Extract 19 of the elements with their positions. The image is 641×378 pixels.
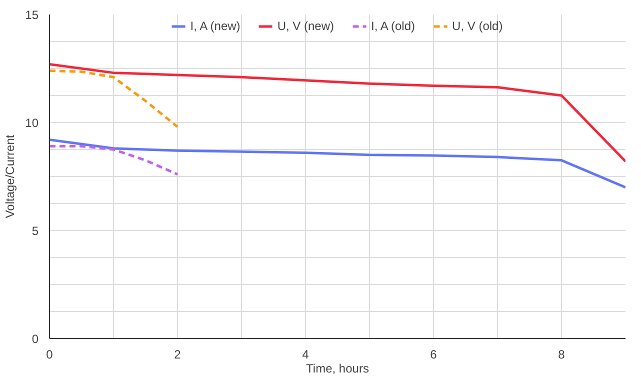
- legend-label: I, A (new): [190, 19, 240, 33]
- line-series: [50, 145, 179, 176]
- line-series: [50, 138, 626, 189]
- x-tick-label: 0: [46, 348, 54, 362]
- y-tick-label: 10: [25, 116, 39, 130]
- legend-label: U, V (new): [277, 19, 334, 33]
- legend-label: I, A (old): [371, 19, 416, 33]
- x-tick-label: 8: [558, 348, 566, 362]
- line-series: [50, 62, 626, 163]
- y-tick-label: 5: [32, 224, 39, 238]
- x-axis-title: Time, hours: [306, 362, 369, 376]
- legend-label: U, V (old): [452, 19, 503, 33]
- y-axis-title: Voltage/Current: [3, 134, 18, 218]
- x-tick-label: 4: [302, 348, 310, 362]
- x-tick-label: 2: [174, 348, 182, 362]
- x-tick-label: 6: [430, 348, 438, 362]
- line-series: [50, 69, 179, 128]
- y-tick-label: 0: [32, 332, 39, 346]
- y-tick-label: 15: [25, 8, 39, 22]
